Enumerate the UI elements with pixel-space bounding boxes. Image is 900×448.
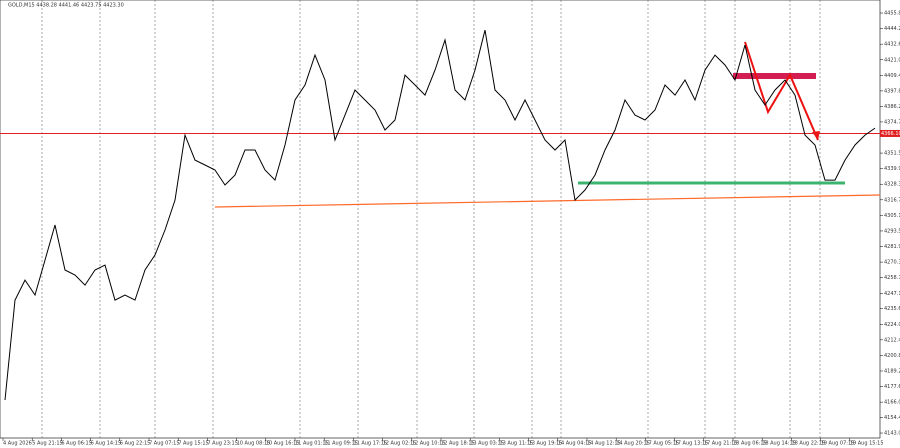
x-tick-label: 7 Aug 23:15 bbox=[207, 441, 238, 447]
y-tick-label: 4316.70 bbox=[884, 197, 900, 203]
y-tick-label: 4200.80 bbox=[884, 353, 900, 359]
y-tick-label: 4154.40 bbox=[884, 415, 900, 421]
x-tick-label: 5 Aug 21:15 bbox=[32, 441, 63, 447]
x-tick-label: 4 Aug 2026 bbox=[3, 441, 32, 447]
y-tick-label: 4397.80 bbox=[884, 88, 900, 94]
y-tick-label: 4281.90 bbox=[884, 244, 900, 250]
x-tick-label: 14 Aug 20:15 bbox=[616, 441, 650, 447]
x-tick-label: 11 Aug 09:15 bbox=[324, 441, 358, 447]
x-tick-label: 14 Aug 12:15 bbox=[587, 441, 621, 447]
x-tick-label: 17 Aug 13:15 bbox=[675, 441, 709, 447]
x-tick-label: 19 Aug 15:15 bbox=[850, 441, 884, 447]
plot-frame bbox=[0, 0, 881, 439]
x-tick-label: 7 Aug 07:15 bbox=[149, 441, 180, 447]
y-tick-label: 4444.20 bbox=[884, 26, 900, 32]
x-tick-label: 12 Aug 18:15 bbox=[441, 441, 475, 447]
y-tick-label: 4270.30 bbox=[884, 260, 900, 266]
y-tick-label: 4432.60 bbox=[884, 42, 900, 48]
x-tick-label: 14 Aug 04:15 bbox=[558, 441, 592, 447]
y-tick-label: 4455.80 bbox=[884, 11, 900, 17]
y-tick-label: 4224.00 bbox=[884, 322, 900, 328]
y-tick-label: 4212.40 bbox=[884, 337, 900, 343]
x-tick-label: 13 Aug 11:15 bbox=[499, 441, 533, 447]
x-tick-label: 6 Aug 14:15 bbox=[91, 441, 122, 447]
x-tick-label: 13 Aug 19:15 bbox=[529, 441, 563, 447]
x-tick-label: 7 Aug 15:15 bbox=[178, 441, 209, 447]
x-tick-label: 17 Aug 21:15 bbox=[704, 441, 738, 447]
current-price-label: 4366.10 bbox=[881, 131, 900, 137]
y-tick-label: 4374.70 bbox=[884, 119, 900, 125]
x-tick-label: 6 Aug 06:15 bbox=[61, 441, 92, 447]
y-tick-label: 4328.30 bbox=[884, 182, 900, 188]
y-tick-label: 4177.60 bbox=[884, 384, 900, 390]
y-tick-label: 4258.70 bbox=[884, 275, 900, 281]
y-tick-label: 4143.00 bbox=[884, 431, 900, 437]
trend-line bbox=[214, 194, 881, 208]
y-tick-label: 4247.10 bbox=[884, 291, 900, 297]
x-tick-label: 11 Aug 17:15 bbox=[353, 441, 387, 447]
y-tick-label: 4351.50 bbox=[884, 151, 900, 157]
price-line bbox=[4, 29, 876, 401]
period-separators bbox=[41, 0, 821, 438]
x-tick-label: 19 Aug 07:15 bbox=[821, 441, 855, 447]
x-tick-label: 18 Aug 14:15 bbox=[762, 441, 796, 447]
y-tick-label: 4235.60 bbox=[884, 306, 900, 312]
x-tick-label: 12 Aug 02:15 bbox=[383, 441, 417, 447]
x-tick-label: 11 Aug 01:15 bbox=[295, 441, 329, 447]
zigzag-arrows bbox=[744, 41, 819, 141]
y-tick-label: 4421.00 bbox=[884, 57, 900, 63]
x-tick-label: 17 Aug 05:15 bbox=[645, 441, 679, 447]
chart-title: GOLD,M15 4438.28 4441.46 4423.75 4423.30 bbox=[8, 3, 124, 9]
x-tick-label: 13 Aug 03:15 bbox=[470, 441, 504, 447]
x-tick-label: 6 Aug 22:15 bbox=[120, 441, 151, 447]
y-tick-label: 4409.40 bbox=[884, 73, 900, 79]
resistance-zone bbox=[733, 73, 816, 79]
y-tick-label: 4293.50 bbox=[884, 228, 900, 234]
x-tick-label: 18 Aug 06:15 bbox=[733, 441, 767, 447]
x-tick-label: 10 Aug 08:15 bbox=[237, 441, 271, 447]
x-tick-label: 12 Aug 10:15 bbox=[412, 441, 446, 447]
y-tick-label: 4386.20 bbox=[884, 104, 900, 110]
current-price-box bbox=[880, 129, 900, 137]
y-tick-label: 4166.00 bbox=[884, 400, 900, 406]
x-tick-label: 18 Aug 22:15 bbox=[791, 441, 825, 447]
x-tick-label: 10 Aug 16:15 bbox=[266, 441, 300, 447]
y-tick-label: 4339.90 bbox=[884, 166, 900, 172]
y-tick-label: 4189.20 bbox=[884, 368, 900, 374]
y-tick-label: 4305.10 bbox=[884, 213, 900, 219]
